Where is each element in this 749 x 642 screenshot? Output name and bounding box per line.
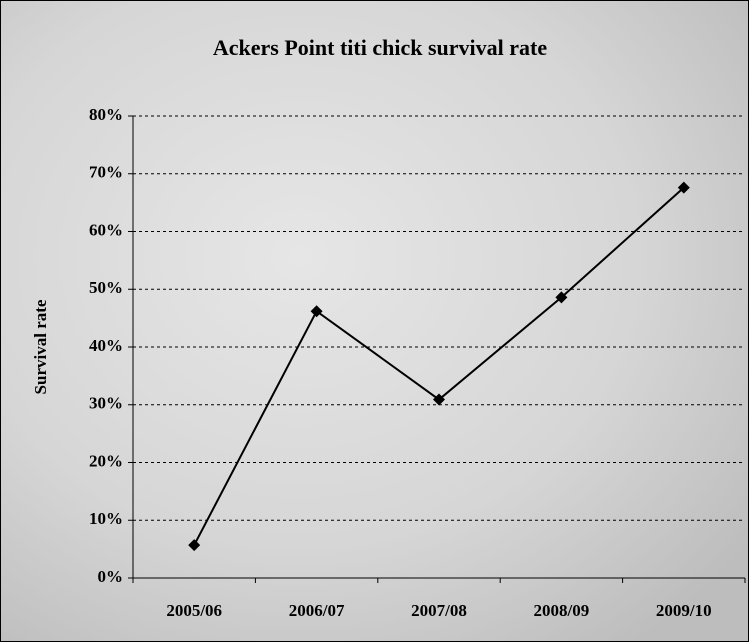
x-tick-label: 2009/10 [656, 601, 712, 620]
y-tick-label: 20% [89, 451, 123, 470]
y-tick-label: 80% [89, 105, 123, 124]
x-tick-label: 2006/07 [289, 601, 345, 620]
y-tick-label: 30% [89, 394, 123, 413]
y-tick-label: 40% [89, 336, 123, 355]
y-tick-label: 60% [89, 220, 123, 239]
y-tick-label: 0% [98, 567, 124, 586]
chart: Ackers Point titi chick survival rate Su… [0, 0, 749, 642]
x-tick-label: 2005/06 [166, 601, 222, 620]
x-tick-label: 2007/08 [411, 601, 467, 620]
x-tick-label: 2008/09 [534, 601, 590, 620]
y-tick-label: 50% [89, 278, 123, 297]
chart-title: Ackers Point titi chick survival rate [213, 35, 547, 60]
y-axis-label: Survival rate [31, 299, 50, 394]
page: Ackers Point titi chick survival rate Su… [0, 0, 749, 642]
y-tick-label: 10% [89, 509, 123, 528]
chart-background [1, 1, 749, 642]
y-tick-label: 70% [89, 163, 123, 182]
